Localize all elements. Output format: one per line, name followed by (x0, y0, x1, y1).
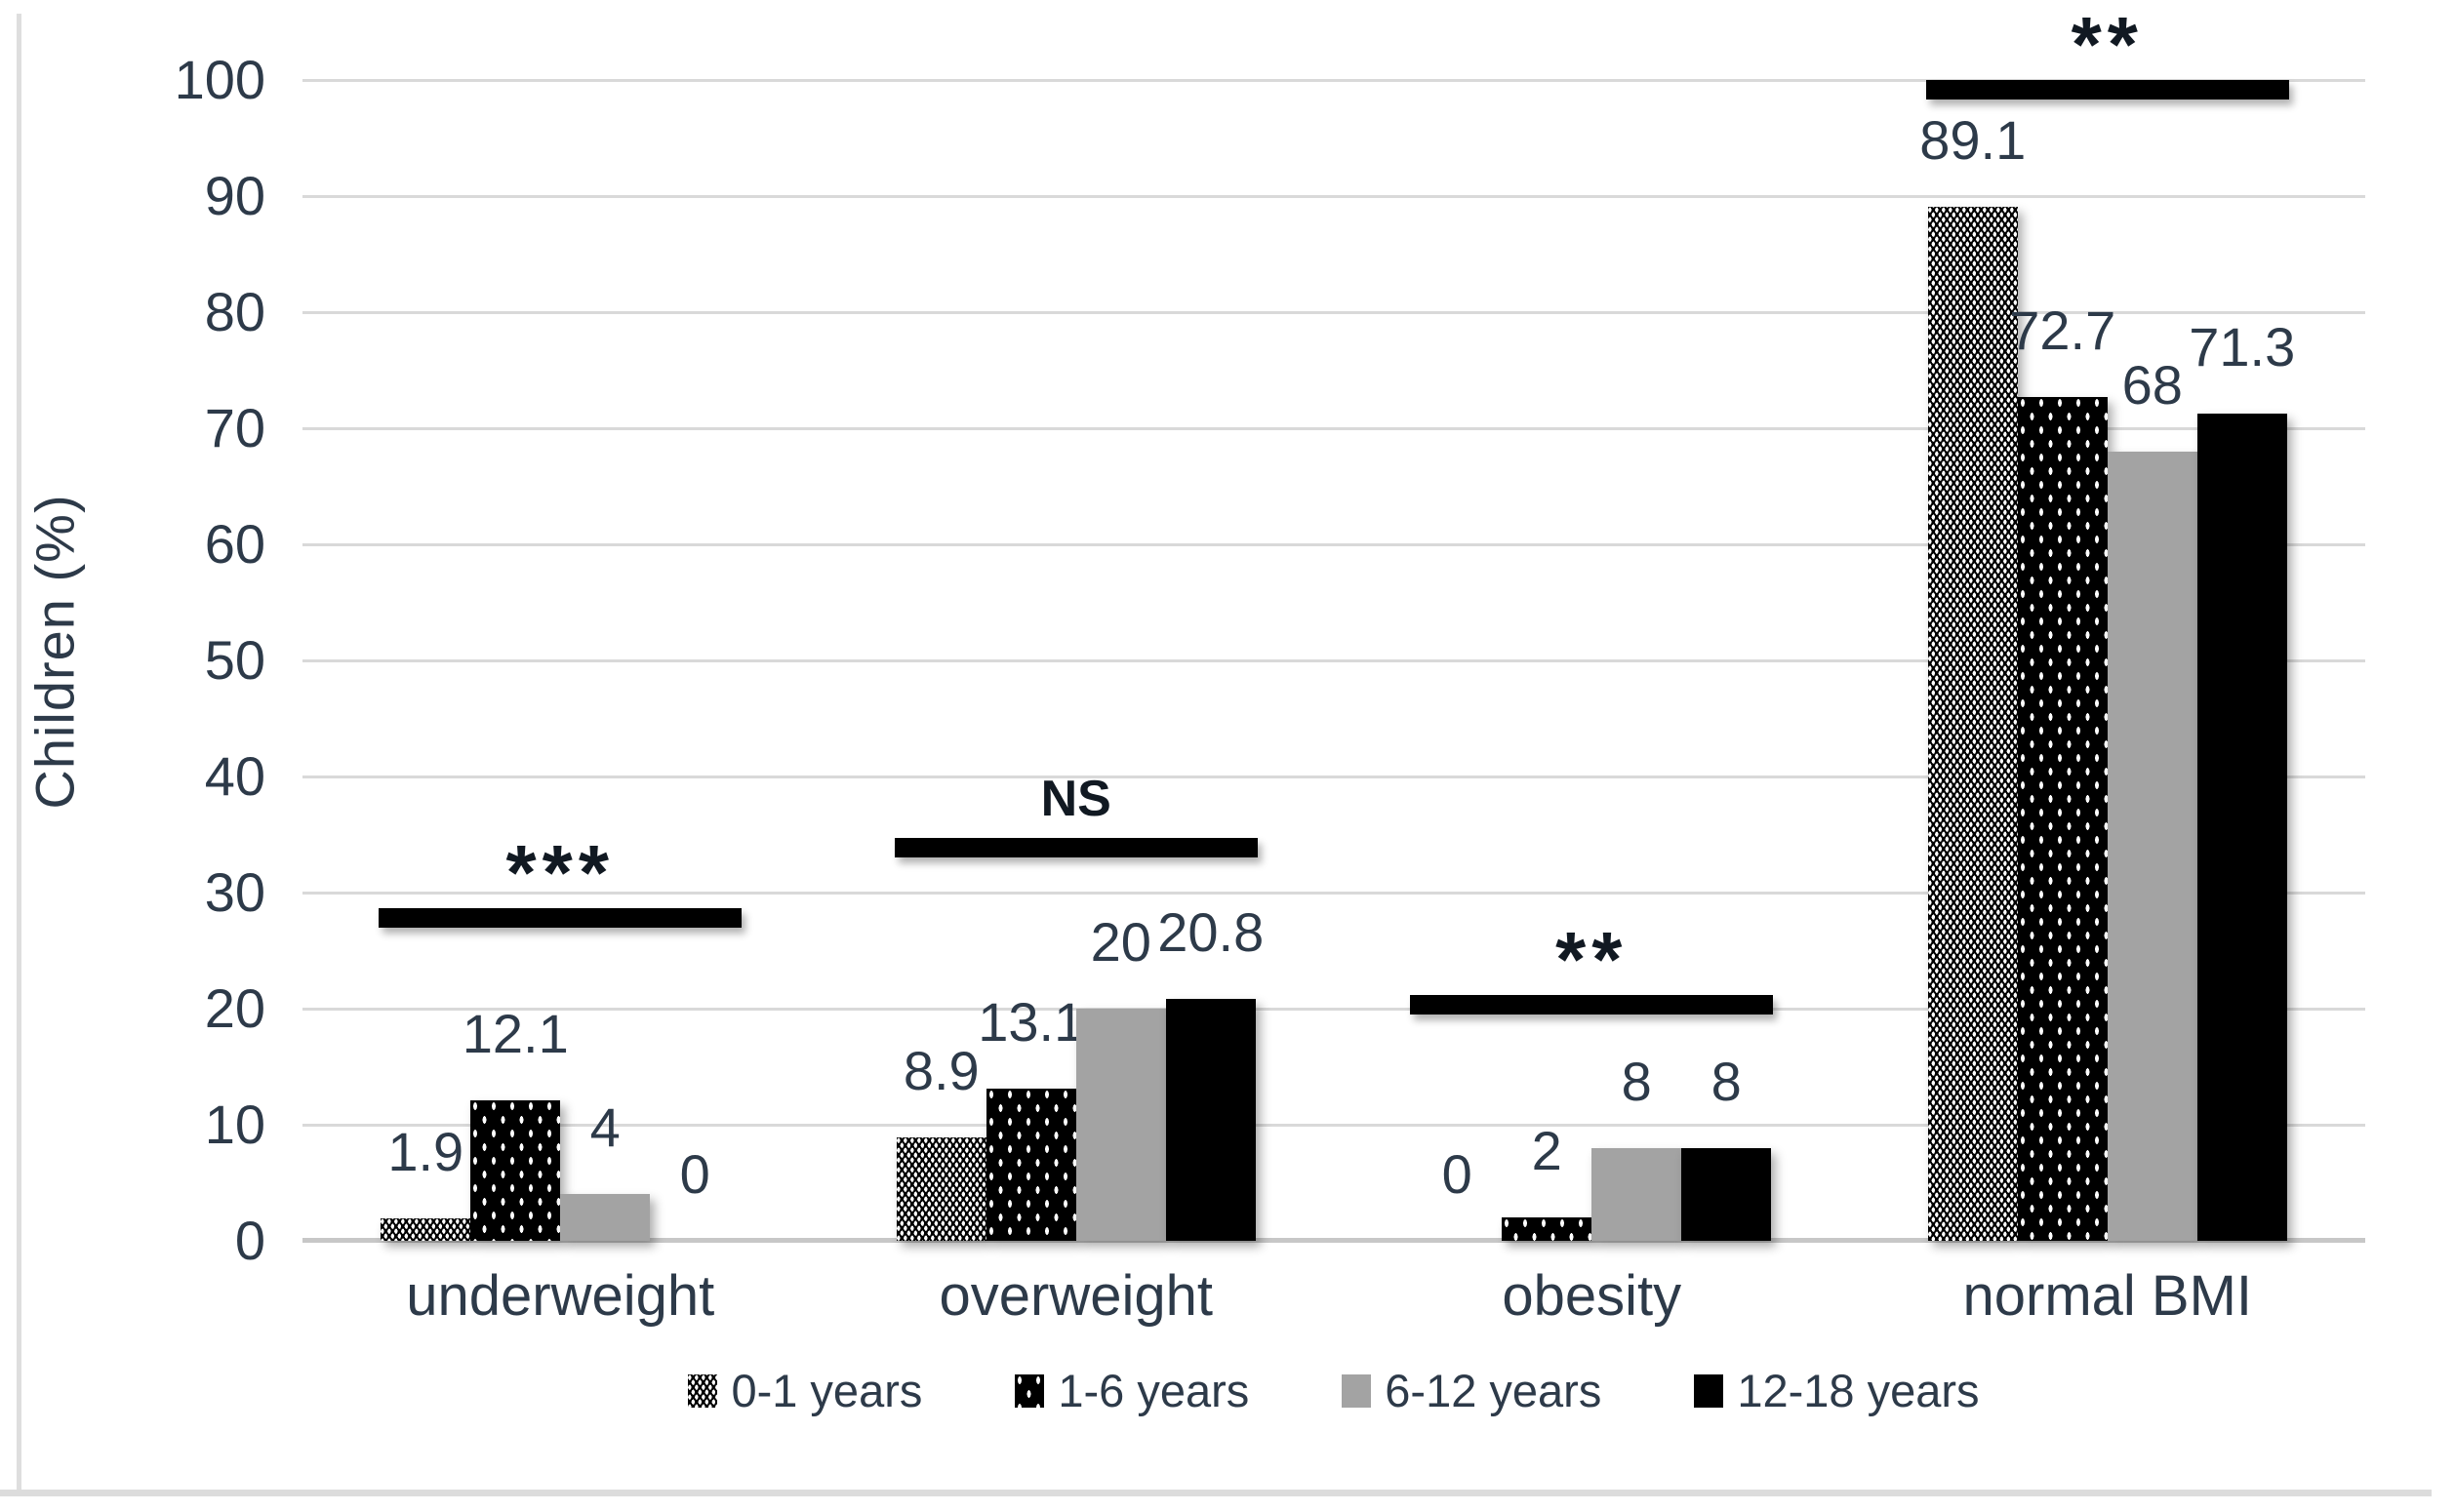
y-tick-label-10: 10 (204, 1094, 265, 1155)
category-label-underweight: underweight (406, 1264, 715, 1328)
bar-1-6-years-underweight: 12.1 (463, 1007, 569, 1241)
legend: 0-1 years 1-6 years 6-12 years 12-18 years (302, 1364, 2365, 1417)
legend-item-1-6-years: 1-6 years (1015, 1364, 1249, 1417)
bar-group-normal-BMI: 89.1 72.7 68 71.3 ** (1850, 6, 2366, 1241)
legend-label: 1-6 years (1058, 1365, 1250, 1416)
legend-label: 12-18 years (1737, 1365, 1980, 1416)
legend-swatch-icon (1015, 1373, 1045, 1408)
significance-label: ** (2071, 1, 2144, 89)
bar-0-1-years-normal-BMI: 89.1 (1919, 112, 2026, 1241)
significance-line (894, 838, 1258, 858)
data-label: 72.7 (2009, 298, 2116, 361)
data-label: 68 (2121, 353, 2183, 416)
y-tick-label-90: 90 (204, 165, 265, 226)
legend-label: 0-1 years (731, 1365, 923, 1416)
data-label: 0 (1441, 1143, 1472, 1205)
y-tick-label-60: 60 (204, 513, 265, 575)
category-label-normal-BMI: normal BMI (1962, 1264, 2252, 1328)
data-label: 0 (679, 1143, 710, 1205)
bar-cluster: 1.9 12.1 4 0 (381, 80, 740, 1241)
y-tick-label-70: 70 (204, 397, 265, 458)
bar-1-6-years-normal-BMI: 72.7 (2009, 302, 2115, 1241)
y-tick-label-40: 40 (204, 745, 265, 807)
data-label: 8.9 (903, 1040, 980, 1102)
data-label: 89.1 (1919, 108, 2027, 171)
data-label: 12.1 (462, 1003, 569, 1065)
data-label: 4 (589, 1096, 621, 1159)
bar-6-12-years-underweight: 4 (560, 1100, 651, 1241)
legend-item-0-1-years: 0-1 years (688, 1364, 922, 1417)
data-label: 2 (1531, 1120, 1562, 1182)
gridline-y-90 (302, 195, 2365, 198)
bar-12-18-years-overweight: 20.8 (1157, 905, 1264, 1241)
y-tick-label-80: 80 (204, 281, 265, 342)
gridline-y-20 (302, 1008, 2365, 1011)
y-tick-label-50: 50 (204, 629, 265, 691)
gridline-y-10 (302, 1124, 2365, 1127)
data-label: 8 (1710, 1050, 1742, 1112)
gridline-y-50 (302, 659, 2365, 662)
legend-swatch-icon (1342, 1373, 1372, 1408)
significance-label: ** (1555, 915, 1629, 1003)
data-label: 8 (1621, 1050, 1652, 1112)
significance-label: NS (1040, 771, 1111, 828)
bar-group-obesity: 0 2 8 8 ** (1334, 80, 1850, 1241)
bar-12-18-years-obesity: 8 (1681, 1054, 1772, 1241)
data-label: 71.3 (2189, 315, 2296, 378)
figure-frame-bottom (0, 1490, 2432, 1496)
significance-label: *** (505, 828, 615, 916)
category-label-overweight: overweight (939, 1264, 1213, 1328)
legend-item-12-18-years: 12-18 years (1694, 1364, 1980, 1417)
y-axis-tick-labels: 0 10 20 30 40 50 60 70 80 90 100 (0, 53, 265, 1268)
bar-cluster: 8.9 13.1 20 20.8 (896, 80, 1264, 1241)
y-tick-label-20: 20 (204, 977, 265, 1039)
legend-swatch-icon (688, 1373, 718, 1408)
bar-group-overweight: 8.9 13.1 20 20.8 NS (819, 80, 1335, 1241)
legend-swatch-icon (1694, 1373, 1724, 1408)
bar-1-6-years-overweight: 13.1 (978, 995, 1084, 1241)
gridline-y-70 (302, 427, 2365, 430)
data-label: 13.1 (978, 991, 1085, 1054)
gridline-y-60 (302, 543, 2365, 546)
bar-1-6-years-obesity: 2 (1502, 1124, 1592, 1241)
bar-0-1-years-underweight: 1.9 (381, 1125, 471, 1241)
significance-line (1925, 80, 2289, 100)
gridline-y-30 (302, 892, 2365, 895)
bar-6-12-years-overweight: 20 (1075, 915, 1166, 1241)
bar-12-18-years-normal-BMI: 71.3 (2189, 319, 2295, 1241)
bar-6-12-years-obesity: 8 (1591, 1054, 1682, 1241)
bar-cluster: 89.1 72.7 68 71.3 (1919, 80, 2295, 1241)
plot-area: 1.9 12.1 4 0 *** 8.9 13.1 20 20.8 NS 0 2 8 8 ** 89.1 72.… (302, 6, 2366, 1243)
gridline-y-100 (302, 79, 2365, 82)
bar-6-12-years-normal-BMI: 68 (2107, 357, 2197, 1241)
y-tick-label-30: 30 (204, 861, 265, 923)
bar-group-underweight: 1.9 12.1 4 0 *** (302, 80, 819, 1241)
x-axis-category-labels: underweight overweight obesity normal BMI (302, 1263, 2365, 1332)
y-tick-label-100: 100 (174, 49, 265, 110)
legend-item-6-12-years: 6-12 years (1342, 1364, 1601, 1417)
gridline-y-40 (302, 776, 2365, 778)
data-label: 20 (1090, 911, 1151, 973)
category-label-obesity: obesity (1502, 1264, 1682, 1328)
figure-frame-left (17, 14, 21, 1496)
data-label: 20.8 (1157, 901, 1265, 964)
gridline-y-80 (302, 311, 2365, 314)
data-label: 1.9 (387, 1121, 464, 1183)
y-tick-label-0: 0 (234, 1210, 265, 1271)
gridline-y-0 (302, 1238, 2365, 1243)
legend-label: 6-12 years (1385, 1365, 1602, 1416)
significance-line (379, 907, 743, 928)
bar-0-1-years-overweight: 8.9 (896, 1044, 986, 1241)
significance-line (1410, 994, 1774, 1015)
